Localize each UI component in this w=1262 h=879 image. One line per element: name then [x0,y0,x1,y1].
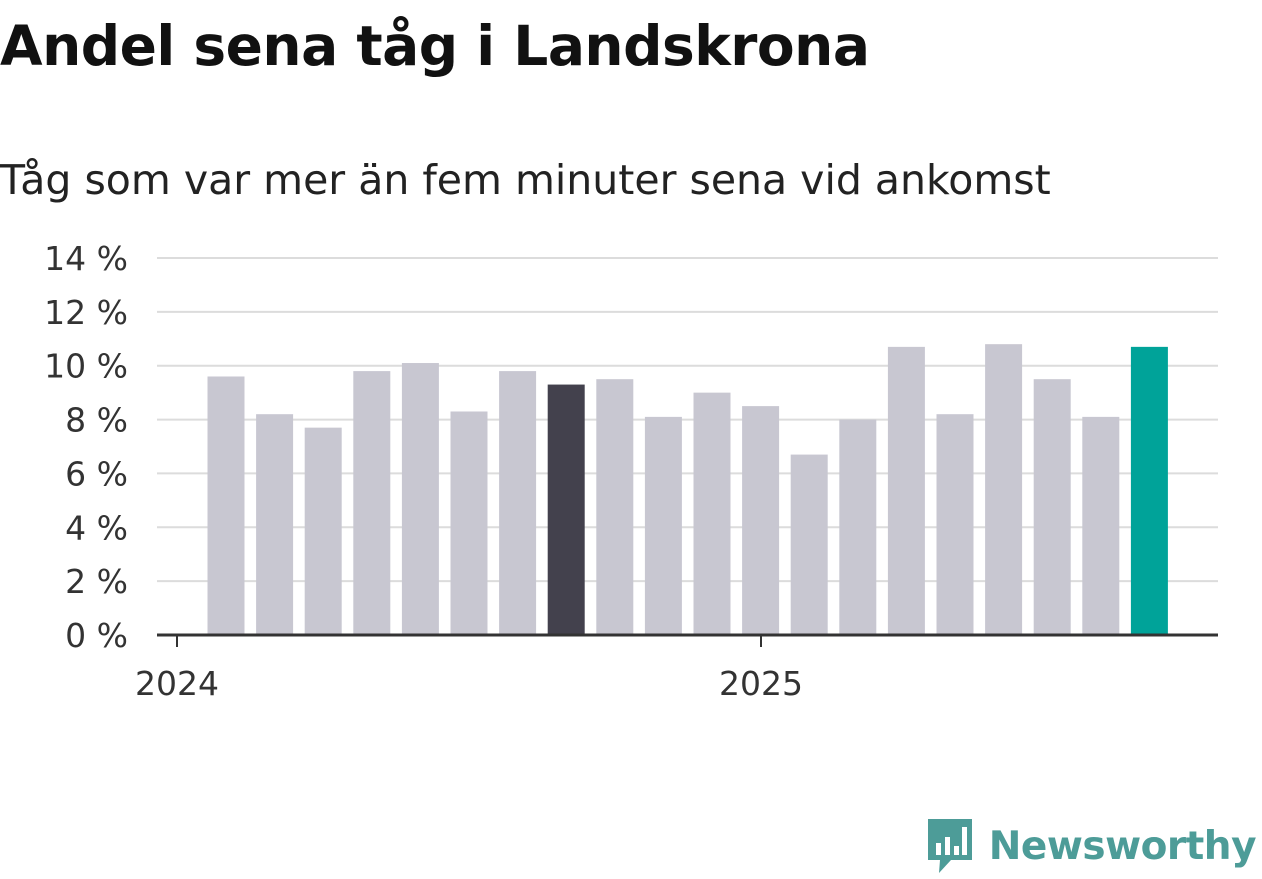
bar-2025-08 [1130,346,1168,635]
y-tick-label: 12 % [44,293,128,332]
chart-title: Andel sena tåg i Landskrona [0,14,870,78]
bar-2025-01 [790,454,828,635]
bar-2024-09 [596,379,634,635]
x-axis [157,633,1218,647]
bar-2024-01 [207,376,245,635]
y-tick-label: 4 % [65,508,128,547]
bar-2024-03 [304,427,342,635]
newsworthy-logo-icon [927,819,972,873]
bar-2025-05 [985,344,1023,635]
chart-subtitle: Tåg som var mer än fem minuter sena vid … [0,156,1051,204]
bar-2024-11 [693,392,731,635]
y-tick-label: 0 % [65,616,128,655]
y-tick-label: 2 % [65,562,128,601]
bar-2024-02 [256,414,294,635]
bar-2024-07 [499,371,537,635]
bar-2025-07 [1082,416,1120,635]
y-tick-label: 14 % [44,239,128,278]
x-tick-label: 2024 [135,664,219,703]
bar-2024-08 [547,384,585,635]
bar-2025-03 [887,346,925,635]
bar-2025-04 [936,414,974,635]
x-axis-tick-labels: 2024 2025 [135,664,803,703]
bar-2024-12 [742,406,780,635]
bars [207,344,1168,635]
bar-2024-06 [450,411,488,635]
bar-2025-02 [839,419,877,635]
newsworthy-brand: Newsworthy [925,816,1257,876]
y-axis-tick-labels: 0 % 2 % 4 % 6 % 8 % 10 % 12 % 14 % [44,239,128,655]
y-tick-label: 10 % [44,347,128,386]
bar-2024-05 [401,363,439,635]
x-tick-label: 2025 [719,664,803,703]
bar-2024-04 [353,371,391,635]
y-tick-label: 6 % [65,454,128,493]
y-tick-label: 8 % [65,401,128,440]
bar-2024-10 [644,416,682,635]
bar-2025-06 [1033,379,1071,635]
brand-name: Newsworthy [988,823,1257,869]
